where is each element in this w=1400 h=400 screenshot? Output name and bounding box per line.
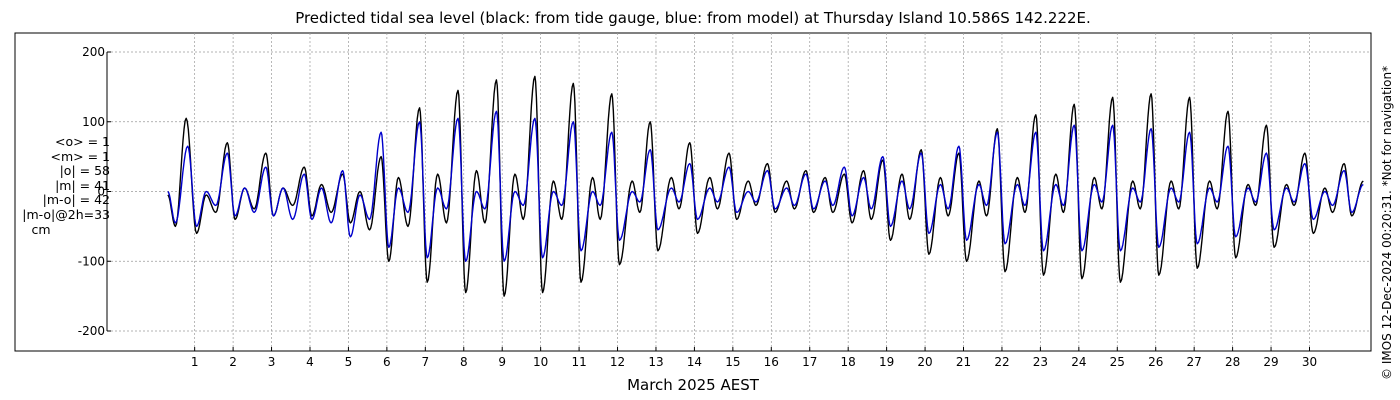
stat-abs-model: |m| = 41 xyxy=(55,177,110,193)
x-tick-label: 16 xyxy=(764,355,779,369)
x-tick-label: 23 xyxy=(1033,355,1048,369)
series-tide-gauge xyxy=(167,75,1364,297)
x-tick-label: 20 xyxy=(917,355,932,369)
y-tick-label: 200 xyxy=(82,45,105,59)
y-tick-label: 0 xyxy=(97,185,105,199)
axes: 1 2 3 4 5 6 7 8 9 10 11 12 13 14 15 16 17 18 19 20 21 22 23 24 2… xyxy=(78,45,1317,369)
x-tick-label: 14 xyxy=(687,355,702,369)
x-tick-label: 12 xyxy=(610,355,625,369)
x-tick-label: 29 xyxy=(1263,355,1278,369)
x-tick-label: 25 xyxy=(1110,355,1125,369)
x-tick-label: 8 xyxy=(460,355,468,369)
x-tick-label: 6 xyxy=(383,355,391,369)
x-tick-label: 30 xyxy=(1302,355,1317,369)
stat-unit: cm xyxy=(31,221,51,237)
x-tick-label: 27 xyxy=(1187,355,1202,369)
x-tick-label: 26 xyxy=(1148,355,1163,369)
y-tick-label: -100 xyxy=(78,254,105,268)
y-tick-label: -200 xyxy=(78,324,105,338)
x-tick-label: 15 xyxy=(725,355,740,369)
x-tick-label: 2 xyxy=(229,355,237,369)
x-tick-label: 19 xyxy=(879,355,894,369)
x-tick-label: 10 xyxy=(533,355,548,369)
grid xyxy=(107,33,1371,351)
x-tick-label: 3 xyxy=(268,355,276,369)
credit-text: © IMOS 12-Dec-2024 00:20:31. *Not for na… xyxy=(1380,65,1394,380)
stat-mean-model: <m> = 1 xyxy=(50,148,111,164)
series-model xyxy=(167,110,1364,262)
y-tick-label: 100 xyxy=(82,115,105,129)
x-tick-label: 21 xyxy=(956,355,971,369)
x-tick-label: 1 xyxy=(191,355,199,369)
x-tick-label: 28 xyxy=(1225,355,1240,369)
x-tick-label: 24 xyxy=(1071,355,1086,369)
stat-abs-diff-2h: |m-o|@2h=33 xyxy=(22,206,110,222)
stat-abs-diff: |m-o| = 42 xyxy=(42,192,110,208)
chart-title: Predicted tidal sea level (black: from t… xyxy=(295,9,1091,27)
x-tick-label: 18 xyxy=(841,355,856,369)
stat-abs-observed: |o| = 58 xyxy=(59,163,110,179)
x-tick-label: 22 xyxy=(994,355,1009,369)
stat-mean-observed: <o> = 1 xyxy=(55,134,110,149)
x-axis-label: March 2025 AEST xyxy=(627,376,759,394)
x-tick-label: 13 xyxy=(648,355,663,369)
x-tick-label: 4 xyxy=(306,355,314,369)
x-tick-label: 17 xyxy=(802,355,817,369)
x-tick-label: 7 xyxy=(421,355,429,369)
x-tick-label: 9 xyxy=(498,355,506,369)
stats-panel: <o> = 1 <m> = 1 |o| = 58 |m| = 41 |m-o| … xyxy=(0,134,111,237)
x-tick-label: 5 xyxy=(345,355,353,369)
series-group xyxy=(167,75,1364,297)
x-tick-label: 11 xyxy=(571,355,586,369)
